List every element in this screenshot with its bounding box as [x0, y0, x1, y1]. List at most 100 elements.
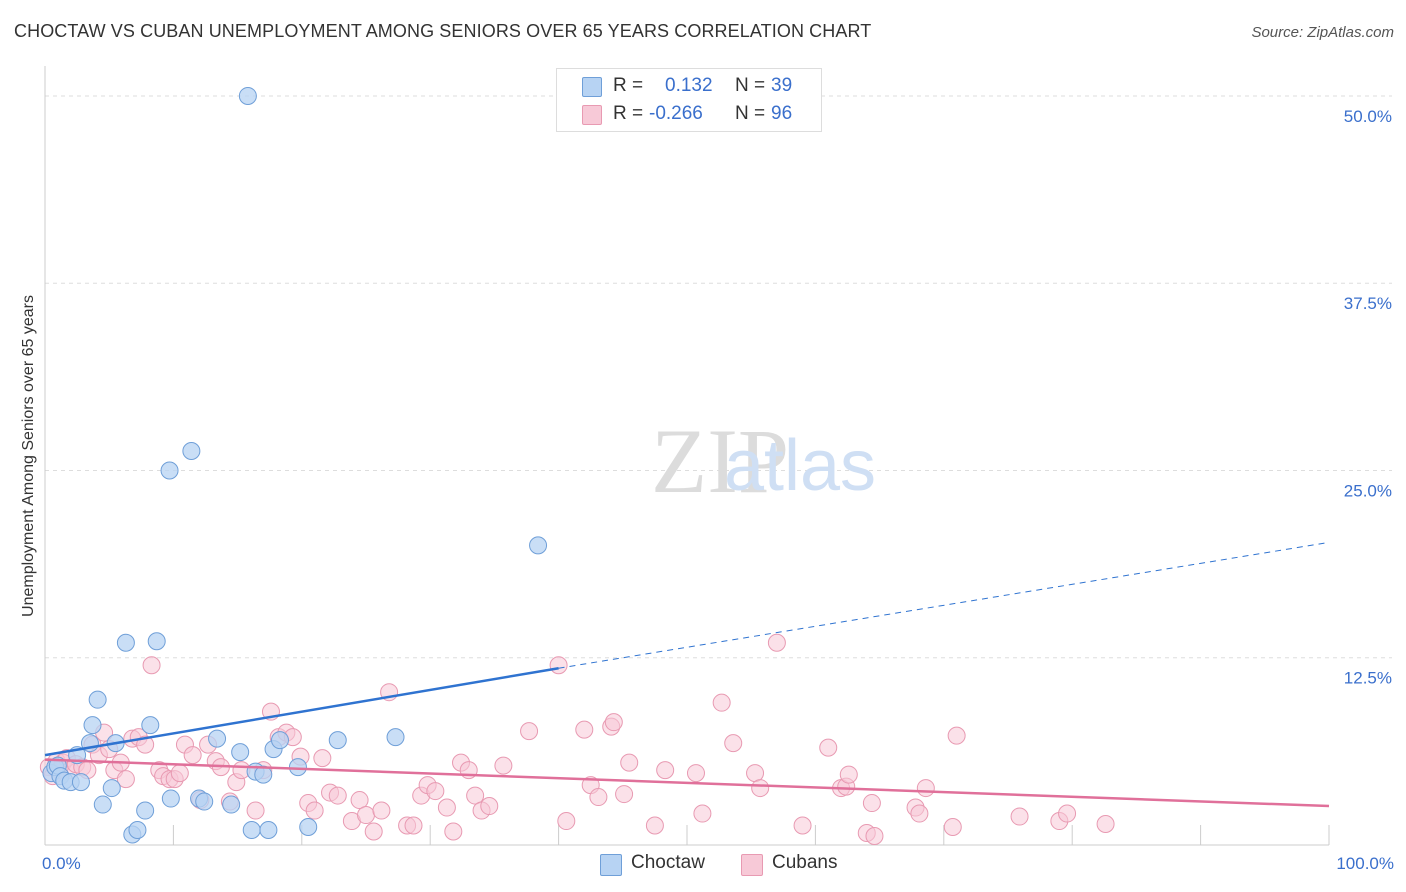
y-tick-label: 12.5% — [1344, 669, 1392, 688]
gridlines — [45, 95, 1392, 659]
y-tick-label: 37.5% — [1344, 294, 1392, 313]
y-tick-label: 50.0% — [1344, 107, 1392, 126]
cubans-point — [246, 801, 265, 820]
choctaw-point — [161, 789, 180, 808]
choctaw-point — [328, 731, 347, 750]
chart-title: CHOCTAW VS CUBAN UNEMPLOYMENT AMONG SENI… — [14, 21, 872, 41]
cubans-point — [604, 713, 623, 732]
cubans-point — [1010, 807, 1029, 826]
legend-n-value: 96 — [771, 103, 793, 124]
choctaw-legend-swatch — [600, 854, 622, 876]
cubans-legend-swatch — [741, 854, 763, 876]
cubans-swatch — [582, 105, 602, 125]
choctaw-point — [160, 461, 179, 480]
cubans-point — [426, 782, 445, 801]
cubans-point — [444, 822, 463, 841]
tick-labels: 12.5% 25.0% 37.5% 50.0% 0.0% 100.0% — [42, 107, 1394, 873]
watermark-atlas: atlas — [724, 426, 876, 506]
cubans-point — [437, 798, 456, 817]
cubans-point — [142, 656, 161, 675]
stats-legend: R = 0.132 N = 39 R = -0.266 N = 96 — [556, 68, 822, 132]
cubans-point — [364, 822, 383, 841]
choctaw-point — [299, 818, 318, 837]
cubans-point — [686, 764, 705, 783]
cubans-point — [328, 786, 347, 805]
cubans-point — [615, 785, 634, 804]
cubans-trend-solid — [44, 758, 1330, 808]
cubans-point — [693, 804, 712, 823]
cubans-point — [645, 816, 664, 835]
source-label: Source: ZipAtlas.com — [1251, 24, 1394, 41]
choctaw-point — [254, 765, 273, 784]
cubans-point — [793, 816, 812, 835]
choctaw-point — [231, 743, 250, 762]
cubans-point — [116, 770, 135, 789]
choctaw-point — [208, 729, 227, 748]
choctaw-point — [71, 773, 90, 792]
cubans-point — [656, 761, 675, 780]
data-points — [39, 86, 1115, 846]
choctaw-point — [529, 536, 548, 555]
choctaw-point — [386, 728, 405, 747]
choctaw-point — [102, 779, 121, 798]
cubans-point — [183, 746, 202, 765]
legend-r-value: 0.132 — [665, 75, 713, 96]
choctaw-legend-label: Choctaw — [631, 852, 705, 873]
legend-n-value: 39 — [771, 75, 793, 96]
cubans-point — [350, 791, 369, 810]
cubans-point — [305, 801, 324, 820]
choctaw-point — [147, 632, 166, 651]
cubans-point — [819, 738, 838, 757]
choctaw-point — [93, 795, 112, 814]
choctaw-trend-dashed — [558, 541, 1330, 669]
x-tick-label-max: 100.0% — [1336, 854, 1394, 873]
choctaw-point — [128, 821, 147, 840]
cubans-point — [404, 816, 423, 835]
cubans-point — [494, 756, 513, 775]
cubans-point — [751, 779, 770, 798]
choctaw-point — [238, 86, 257, 105]
choctaw-point — [222, 795, 241, 814]
cubans-point — [136, 735, 155, 754]
choctaw-point — [270, 731, 289, 750]
cubans-point — [575, 720, 594, 739]
choctaw-point — [288, 758, 307, 777]
choctaw-point — [83, 716, 102, 735]
cubans-point — [620, 753, 639, 772]
legend-r-label: R = — [613, 75, 644, 96]
cubans-point — [767, 633, 786, 652]
cubans-point — [549, 656, 568, 675]
cubans-point — [746, 764, 765, 783]
choctaw-point — [116, 633, 135, 652]
cubans-point — [520, 722, 539, 741]
cubans-point — [557, 812, 576, 831]
cubans-point — [480, 797, 499, 816]
axes — [44, 66, 1330, 846]
choctaw-point — [141, 716, 160, 735]
legend-n-label: N = — [735, 75, 766, 96]
y-tick-label: 25.0% — [1344, 481, 1392, 500]
cubans-point — [466, 786, 485, 805]
choctaw-point — [195, 792, 214, 811]
cubans-point — [916, 779, 935, 798]
cubans-point — [910, 804, 929, 823]
cubans-point — [1096, 815, 1115, 834]
cubans-legend-label: Cubans — [772, 852, 838, 873]
cubans-point — [589, 788, 608, 807]
cubans-point — [357, 806, 375, 825]
cubans-point — [943, 818, 962, 837]
choctaw-trend-solid — [44, 666, 559, 757]
choctaw-point — [88, 690, 107, 709]
choctaw-point — [242, 821, 261, 840]
legend-n-label: N = — [735, 103, 766, 124]
cubans-point — [865, 827, 884, 846]
cubans-point — [839, 765, 858, 784]
cubans-point — [170, 764, 189, 783]
choctaw-point — [182, 442, 201, 461]
legend-r-value: -0.266 — [649, 103, 703, 124]
cubans-point — [313, 749, 332, 768]
cubans-point — [947, 726, 966, 745]
cubans-point — [724, 734, 743, 753]
trend-lines — [44, 541, 1330, 808]
